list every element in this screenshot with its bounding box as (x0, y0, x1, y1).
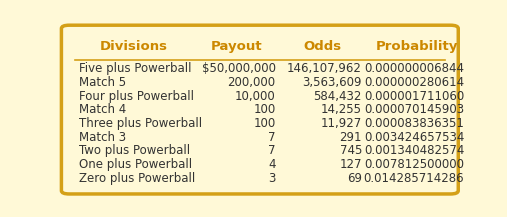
Text: 0.014285714286: 0.014285714286 (364, 172, 464, 185)
Text: 11,927: 11,927 (321, 117, 362, 130)
Text: 0.000083836351: 0.000083836351 (365, 117, 464, 130)
Text: 0.000070145903: 0.000070145903 (364, 103, 464, 116)
Text: 7: 7 (268, 131, 276, 144)
FancyBboxPatch shape (61, 25, 458, 194)
Text: 69: 69 (347, 172, 362, 185)
Text: Payout: Payout (210, 39, 262, 53)
Text: Probability: Probability (376, 39, 458, 53)
Text: Match 3: Match 3 (79, 131, 126, 144)
Text: Divisions: Divisions (100, 39, 168, 53)
Text: Match 4: Match 4 (79, 103, 126, 116)
Text: 3: 3 (268, 172, 276, 185)
Text: 200,000: 200,000 (228, 76, 276, 89)
Text: 127: 127 (340, 158, 362, 171)
Text: 0.000000280614: 0.000000280614 (364, 76, 464, 89)
Text: $50,000,000: $50,000,000 (202, 62, 276, 75)
Text: 100: 100 (254, 117, 276, 130)
Text: 3,563,609: 3,563,609 (303, 76, 362, 89)
Text: Five plus Powerball: Five plus Powerball (79, 62, 192, 75)
Text: 0.001340482574: 0.001340482574 (364, 145, 464, 158)
Text: 4: 4 (268, 158, 276, 171)
Text: 146,107,962: 146,107,962 (287, 62, 362, 75)
Text: Three plus Powerball: Three plus Powerball (79, 117, 202, 130)
Text: Two plus Powerball: Two plus Powerball (79, 145, 190, 158)
Text: 100: 100 (254, 103, 276, 116)
Text: Zero plus Powerball: Zero plus Powerball (79, 172, 195, 185)
Text: 0.003424657534: 0.003424657534 (364, 131, 464, 144)
Text: 0.000001711060: 0.000001711060 (364, 90, 464, 103)
Text: 10,000: 10,000 (235, 90, 276, 103)
Text: Four plus Powerball: Four plus Powerball (79, 90, 194, 103)
Text: 584,432: 584,432 (314, 90, 362, 103)
Text: 7: 7 (268, 145, 276, 158)
Text: 0.007812500000: 0.007812500000 (364, 158, 464, 171)
Text: Odds: Odds (304, 39, 342, 53)
Text: 0.000000006844: 0.000000006844 (364, 62, 464, 75)
Text: Match 5: Match 5 (79, 76, 126, 89)
Text: 745: 745 (340, 145, 362, 158)
Text: One plus Powerball: One plus Powerball (79, 158, 192, 171)
Text: 14,255: 14,255 (321, 103, 362, 116)
Text: 291: 291 (340, 131, 362, 144)
